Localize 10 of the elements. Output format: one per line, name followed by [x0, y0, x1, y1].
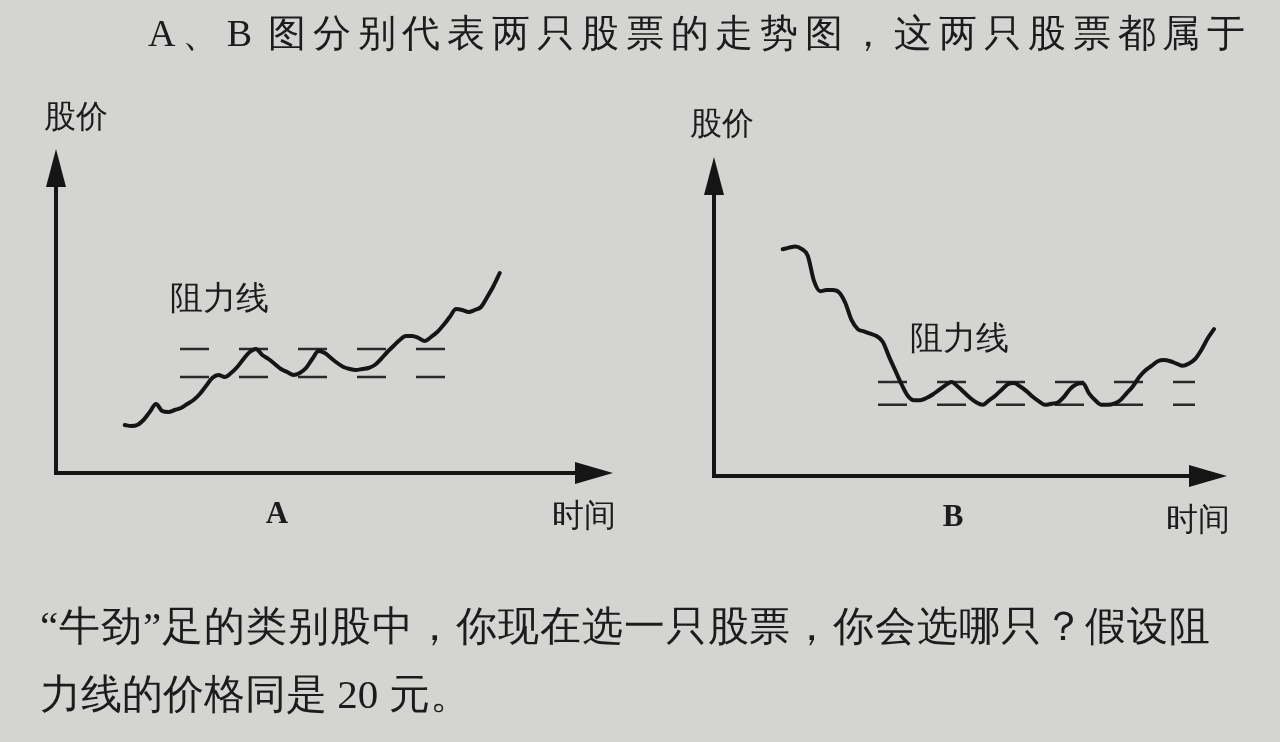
y-axis-title: 股价 [690, 104, 754, 142]
text: A [265, 495, 289, 530]
ref-line-label: 阻力线 [910, 317, 1009, 357]
ref-line-label: 阻力线 [170, 278, 269, 318]
text: A、B 图分别代表两只股票的走势图，这两只股票都属于 [148, 11, 1245, 56]
x-axis-title: 时间 [1166, 500, 1230, 538]
text: “牛劲”足的类别股中，你现在选一只股票，你会选哪只？假设阻力线的价格同是 20 元。 [40, 602, 1210, 719]
y-axis-title: 股价 [44, 97, 108, 135]
x-axis-title: 时间 [552, 496, 616, 534]
text: B [942, 498, 964, 533]
